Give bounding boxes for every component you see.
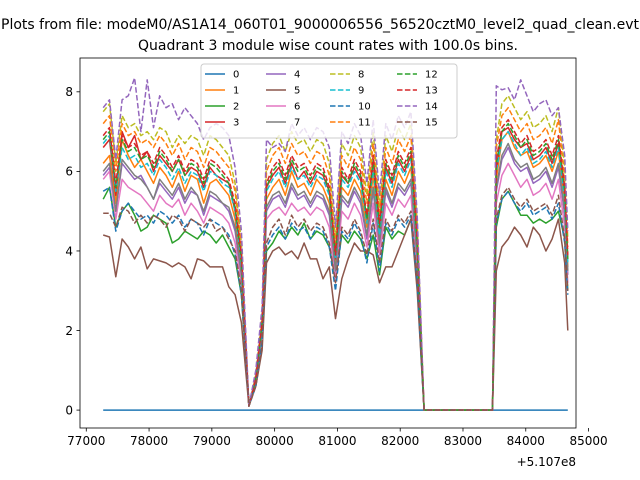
series-line-4 xyxy=(102,146,569,411)
chart-title: Quadrant 3 module wise count rates with … xyxy=(138,38,518,54)
y-tick-label: 6 xyxy=(65,165,73,179)
plot-area xyxy=(79,57,577,429)
legend-label-0: 0 xyxy=(233,70,239,81)
x-tick-label: 80000 xyxy=(256,434,294,448)
legend-label-11: 11 xyxy=(358,118,371,129)
legend-box xyxy=(200,63,458,139)
legend-label-8: 8 xyxy=(358,70,364,81)
series-line-13 xyxy=(102,118,569,411)
legend-label-2: 2 xyxy=(233,102,239,113)
legend-label-6: 6 xyxy=(294,102,300,113)
legend-label-10: 10 xyxy=(358,102,371,113)
legend-label-3: 3 xyxy=(233,118,239,129)
series-line-10 xyxy=(102,186,569,411)
x-tick-label: 85000 xyxy=(569,434,607,448)
x-tick-label: 79000 xyxy=(193,434,231,448)
series-line-11 xyxy=(102,106,569,411)
x-tick-label: 82000 xyxy=(381,434,419,448)
x-tick-label: 77000 xyxy=(67,434,105,448)
y-axis: 0 2 4 6 8 xyxy=(65,85,80,417)
x-tick-label: 81000 xyxy=(318,434,356,448)
series-line-5 xyxy=(102,218,569,411)
y-tick-label: 0 xyxy=(65,403,73,417)
y-tick-label: 2 xyxy=(65,324,73,338)
legend-label-12: 12 xyxy=(425,70,438,81)
series-line-7 xyxy=(102,142,569,411)
legend-label-9: 9 xyxy=(358,86,364,97)
legend-label-14: 14 xyxy=(425,102,438,113)
x-tick-label: 83000 xyxy=(444,434,482,448)
legend-label-13: 13 xyxy=(425,86,438,97)
series-line-9 xyxy=(102,130,569,411)
series-line-8 xyxy=(102,95,569,411)
series-line-15 xyxy=(103,186,569,411)
legend-label-5: 5 xyxy=(294,86,300,97)
series-group xyxy=(102,77,569,411)
series-line-14 xyxy=(102,77,569,411)
x-offset-label: +5.107e8 xyxy=(517,455,576,469)
suptitle: Plots from file: modeM0/AS1A14_060T01_90… xyxy=(1,17,639,33)
x-tick-label: 84000 xyxy=(507,434,545,448)
x-axis: 77000 78000 79000 80000 81000 82000 83000 84000… xyxy=(67,428,608,448)
legend-label-4: 4 xyxy=(294,70,300,81)
y-tick-label: 4 xyxy=(65,244,73,258)
series-line-6 xyxy=(102,162,569,411)
y-tick-label: 8 xyxy=(65,85,73,99)
legend-label-15: 15 xyxy=(425,118,438,129)
legend-label-1: 1 xyxy=(233,86,239,97)
axes-frame xyxy=(79,57,577,429)
series-line-1 xyxy=(102,130,569,411)
legend-label-7: 7 xyxy=(294,118,300,129)
x-tick-label: 78000 xyxy=(130,434,168,448)
series-line-2 xyxy=(102,186,569,411)
series-line-12 xyxy=(102,122,569,411)
